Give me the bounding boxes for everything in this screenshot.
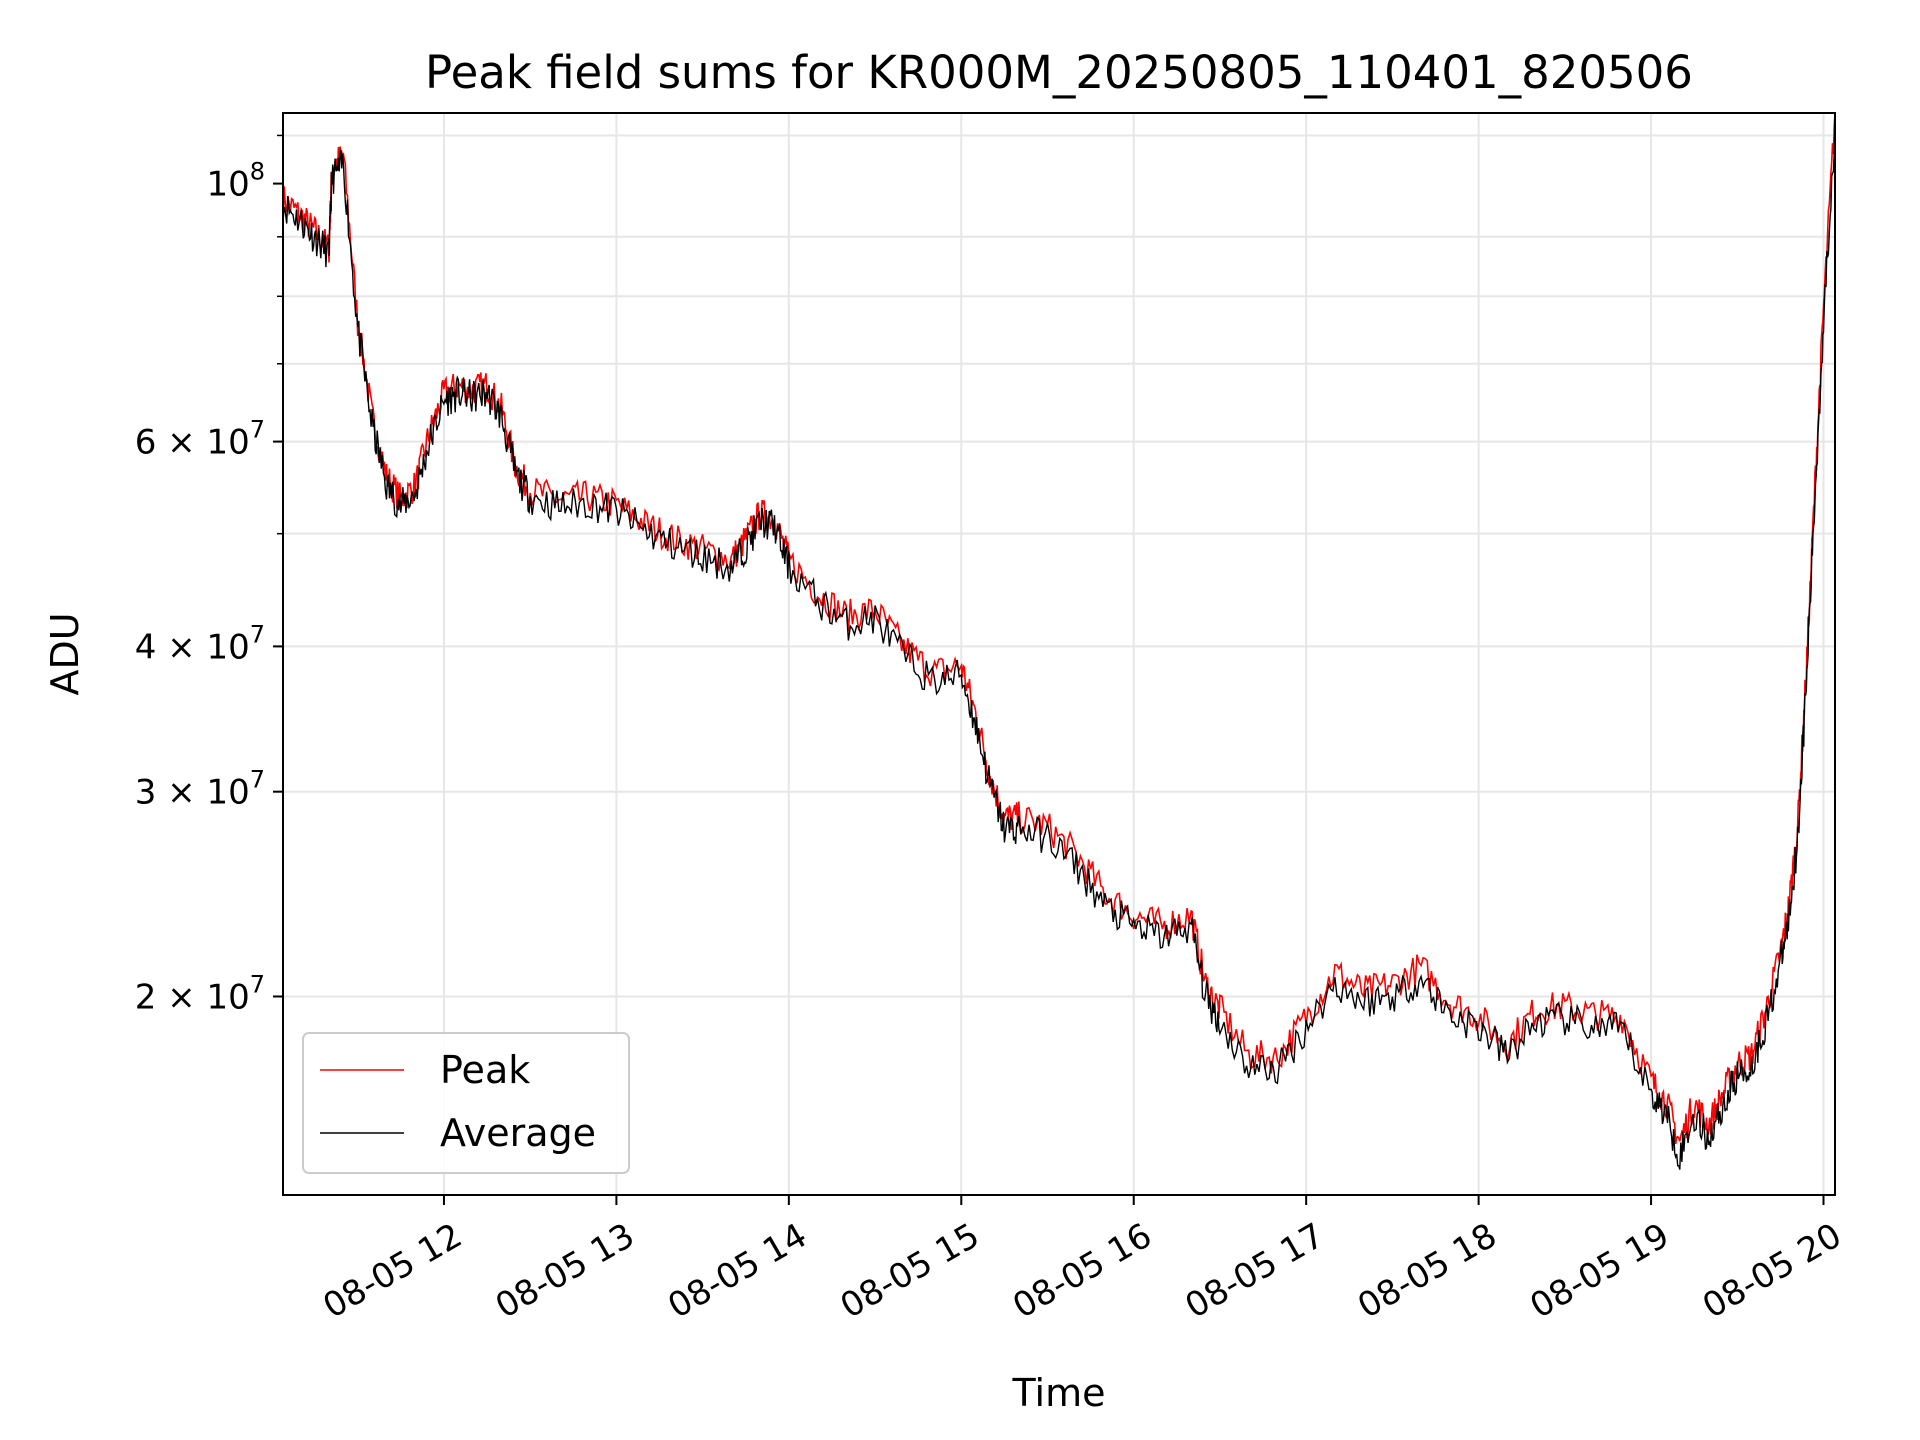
y-tick-label: 108 [206, 158, 265, 205]
x-tick-label: 08-05 12 [316, 1216, 468, 1327]
y-axis-label: ADU [43, 612, 87, 695]
y-tick-label: 6 × 107 [135, 416, 265, 463]
y-tick-label: 2 × 107 [135, 970, 265, 1017]
chart-title: Peak field sums for KR000M_20250805_1104… [425, 46, 1693, 99]
grid-lines [283, 113, 1835, 1195]
x-tick-label: 08-05 13 [489, 1216, 641, 1327]
legend-label-peak: Peak [440, 1048, 530, 1092]
y-tick-exponent: 7 [250, 766, 265, 794]
x-tick-label: 08-05 19 [1524, 1216, 1676, 1327]
series-line-average [283, 126, 1835, 1170]
legend-box [302, 1032, 630, 1174]
y-tick-exponent: 7 [250, 620, 265, 648]
x-axis-label: Time [1012, 1371, 1106, 1415]
plot-frame [282, 112, 1836, 1196]
y-tick-label: 4 × 107 [135, 620, 265, 667]
y-tick-base: 10 [206, 165, 249, 205]
x-tick-label: 08-05 20 [1696, 1216, 1848, 1327]
x-tick-label: 08-05 14 [661, 1216, 813, 1327]
y-tick-base: 6 × 10 [135, 423, 250, 463]
y-tick-base: 2 × 10 [135, 977, 250, 1017]
y-tick-base: 4 × 10 [135, 627, 250, 667]
legend: Peak Average [302, 1032, 630, 1174]
legend-label-average: Average [440, 1111, 596, 1155]
y-tick-label: 3 × 107 [135, 766, 265, 813]
y-tick-exponent: 7 [250, 416, 265, 444]
series-line-peak [283, 113, 1835, 1145]
series-group [283, 113, 1835, 1170]
x-tick-label: 08-05 17 [1179, 1216, 1331, 1327]
x-tick-label: 08-05 15 [834, 1216, 986, 1327]
x-tick-label: 08-05 18 [1351, 1216, 1503, 1327]
y-tick-exponent: 7 [250, 970, 265, 998]
y-tick-exponent: 8 [250, 158, 265, 186]
y-tick-base: 3 × 10 [135, 773, 250, 813]
x-tick-label: 08-05 16 [1006, 1216, 1158, 1327]
